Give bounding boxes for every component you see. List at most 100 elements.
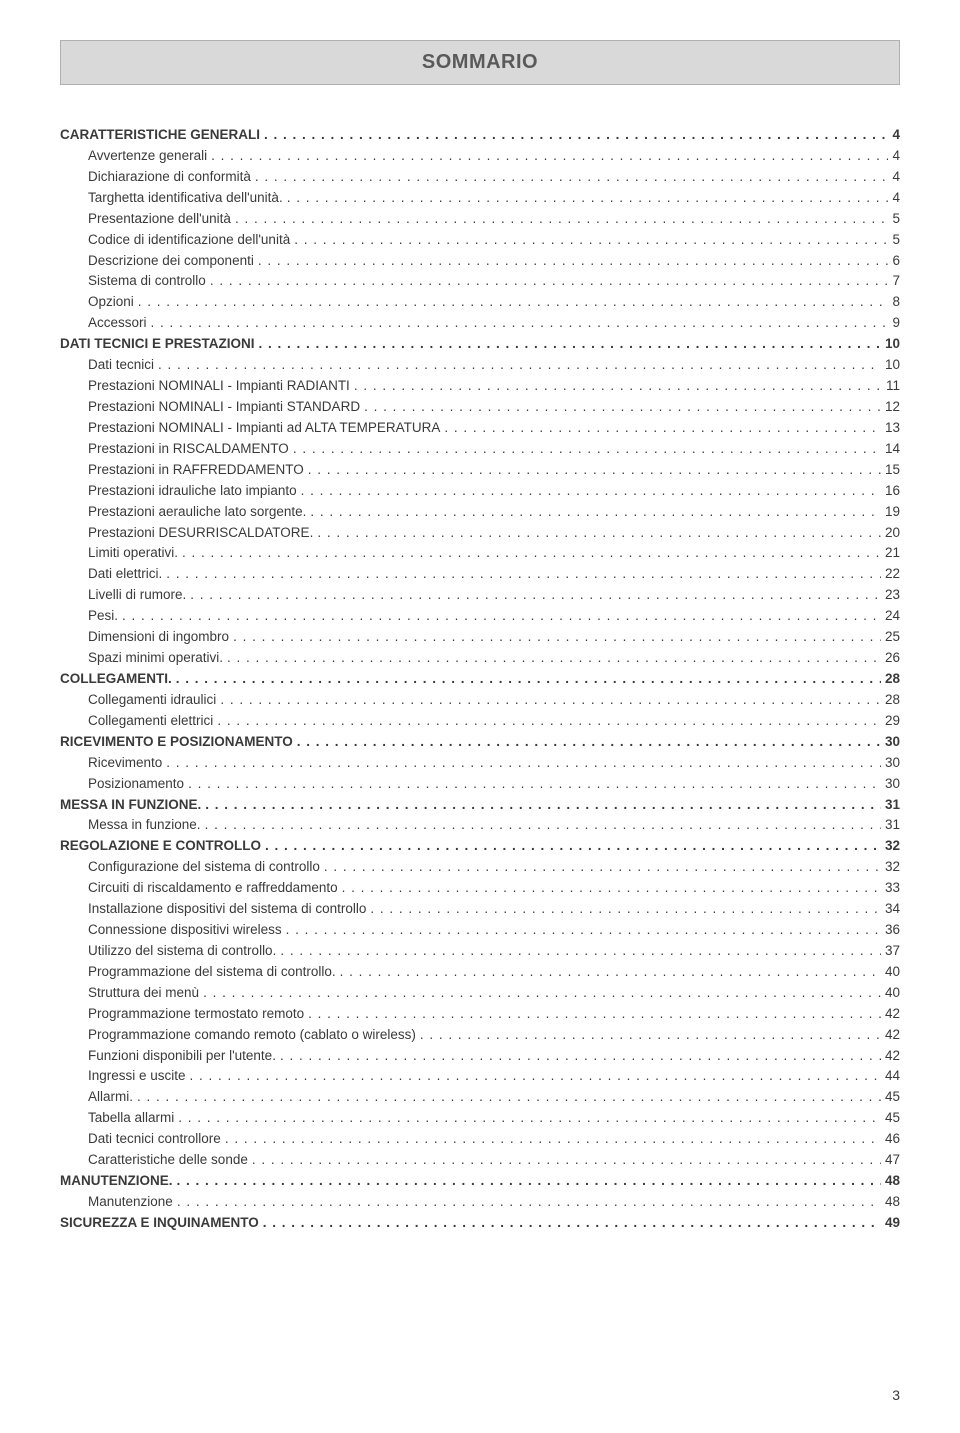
toc-leader-dots: [255, 167, 889, 188]
toc-page-number: 48: [885, 1192, 900, 1213]
toc-page-number: 21: [885, 543, 900, 564]
toc-page-number: 40: [885, 983, 900, 1004]
toc-leader-dots: [301, 481, 881, 502]
toc-label: Configurazione del sistema di controllo: [88, 857, 320, 878]
toc-leader-dots: [265, 836, 881, 857]
toc-page-number: 47: [885, 1150, 900, 1171]
toc-leader-dots: [211, 146, 888, 167]
toc-leader-dots: [166, 564, 881, 585]
toc-page-number: 30: [885, 753, 900, 774]
toc-page-number: 4: [892, 146, 900, 167]
toc-row: REGOLAZIONE E CONTROLLO32: [60, 836, 900, 857]
toc-label: Circuiti di riscaldamento e raffreddamen…: [88, 878, 338, 899]
toc-row: Utilizzo del sistema di controllo.37: [60, 941, 900, 962]
toc-row: Programmazione comando remoto (cablato o…: [60, 1025, 900, 1046]
toc-page-number: 14: [885, 439, 900, 460]
toc-label: Prestazioni DESURRISCALDATORE.: [88, 523, 313, 544]
toc-row: Posizionamento30: [60, 774, 900, 795]
page: SOMMARIO CARATTERISTICHE GENERALI4Avvert…: [0, 0, 960, 1433]
toc-leader-dots: [252, 1150, 881, 1171]
toc-leader-dots: [205, 815, 881, 836]
toc-leader-dots: [188, 774, 881, 795]
toc-label: Installazione dispositivi del sistema di…: [88, 899, 366, 920]
toc-row: Codice di identificazione dell'unità5: [60, 230, 900, 251]
toc-leader-dots: [166, 753, 881, 774]
toc-page-number: 4: [892, 167, 900, 188]
toc-label: Sistema di controllo: [88, 271, 206, 292]
toc-page-number: 48: [885, 1171, 900, 1192]
toc-label: Ingressi e uscite: [88, 1066, 186, 1087]
toc-label: Funzioni disponibili per l'utente.: [88, 1046, 276, 1067]
toc-page-number: 30: [885, 774, 900, 795]
toc-page-number: 28: [885, 669, 900, 690]
toc-label: Targhetta identificativa dell'unità.: [88, 188, 283, 209]
toc-page-number: 9: [892, 313, 900, 334]
toc-row: Dichiarazione di conformità 4: [60, 167, 900, 188]
toc-leader-dots: [342, 878, 881, 899]
toc-page-number: 15: [885, 460, 900, 481]
toc-label: Dichiarazione di conformità: [88, 167, 251, 188]
toc-label: Opzioni: [88, 292, 134, 313]
toc-leader-dots: [259, 334, 881, 355]
toc-label: Programmazione termostato remoto: [88, 1004, 304, 1025]
toc-label: Presentazione dell'unità: [88, 209, 231, 230]
toc-row: Struttura dei menù40: [60, 983, 900, 1004]
toc-page-number: 4: [892, 125, 900, 146]
toc-row: Collegamenti idraulici28: [60, 690, 900, 711]
toc-row: Presentazione dell'unità5: [60, 209, 900, 230]
toc-page-number: 36: [885, 920, 900, 941]
toc-label: REGOLAZIONE E CONTROLLO: [60, 836, 261, 857]
toc-page-number: 10: [885, 355, 900, 376]
toc-leader-dots: [182, 543, 881, 564]
toc-page-number: 4: [892, 188, 900, 209]
toc-leader-dots: [137, 1087, 881, 1108]
toc-page-number: 45: [885, 1108, 900, 1129]
toc-leader-dots: [370, 899, 881, 920]
toc-page-number: 25: [885, 627, 900, 648]
toc-page-number: 24: [885, 606, 900, 627]
toc-leader-dots: [151, 313, 889, 334]
table-of-contents: CARATTERISTICHE GENERALI4Avvertenze gene…: [60, 125, 900, 1234]
toc-row: Targhetta identificativa dell'unità. 4: [60, 188, 900, 209]
toc-leader-dots: [203, 983, 881, 1004]
toc-row: Programmazione termostato remoto42: [60, 1004, 900, 1025]
toc-page-number: 11: [886, 376, 900, 397]
toc-label: Codice di identificazione dell'unità: [88, 230, 290, 251]
toc-row: Configurazione del sistema di controllo3…: [60, 857, 900, 878]
toc-label: Prestazioni in RISCALDAMENTO: [88, 439, 289, 460]
toc-label: Collegamenti elettrici: [88, 711, 213, 732]
toc-row: Prestazioni idrauliche lato impianto16: [60, 481, 900, 502]
toc-label: Collegamenti idraulici: [88, 690, 216, 711]
toc-leader-dots: [340, 962, 881, 983]
toc-label: RICEVIMENTO E POSIZIONAMENTO: [60, 732, 293, 753]
toc-row: Avvertenze generali 4: [60, 146, 900, 167]
toc-label: Programmazione del sistema di controllo.: [88, 962, 336, 983]
title-bar: SOMMARIO: [60, 40, 900, 85]
toc-leader-dots: [308, 460, 881, 481]
toc-row: RICEVIMENTO E POSIZIONAMENTO30: [60, 732, 900, 753]
toc-label: Prestazioni NOMINALI - Impianti RADIANTI: [88, 376, 350, 397]
toc-label: DATI TECNICI E PRESTAZIONI: [60, 334, 255, 355]
toc-label: Pesi.: [88, 606, 118, 627]
toc-label: Programmazione comando remoto (cablato o…: [88, 1025, 416, 1046]
toc-label: Livelli di rumore.: [88, 585, 186, 606]
toc-row: COLLEGAMENTI.28: [60, 669, 900, 690]
toc-label: Descrizione dei componenti: [88, 251, 254, 272]
toc-page-number: 23: [885, 585, 900, 606]
toc-leader-dots: [444, 418, 881, 439]
toc-label: Caratteristiche delle sonde: [88, 1150, 248, 1171]
toc-row: Funzioni disponibili per l'utente.42: [60, 1046, 900, 1067]
toc-leader-dots: [158, 355, 881, 376]
toc-row: Installazione dispositivi del sistema di…: [60, 899, 900, 920]
toc-page-number: 49: [885, 1213, 900, 1234]
toc-row: Prestazioni DESURRISCALDATORE.20: [60, 523, 900, 544]
toc-row: Tabella allarmi45: [60, 1108, 900, 1129]
toc-label: Avvertenze generali: [88, 146, 207, 167]
toc-row: Dati elettrici.22: [60, 564, 900, 585]
toc-page-number: 45: [885, 1087, 900, 1108]
toc-leader-dots: [177, 1192, 881, 1213]
toc-row: Prestazioni aerauliche lato sorgente.19: [60, 502, 900, 523]
toc-row: CARATTERISTICHE GENERALI4: [60, 125, 900, 146]
toc-page-number: 16: [885, 481, 900, 502]
toc-label: Ricevimento: [88, 753, 162, 774]
